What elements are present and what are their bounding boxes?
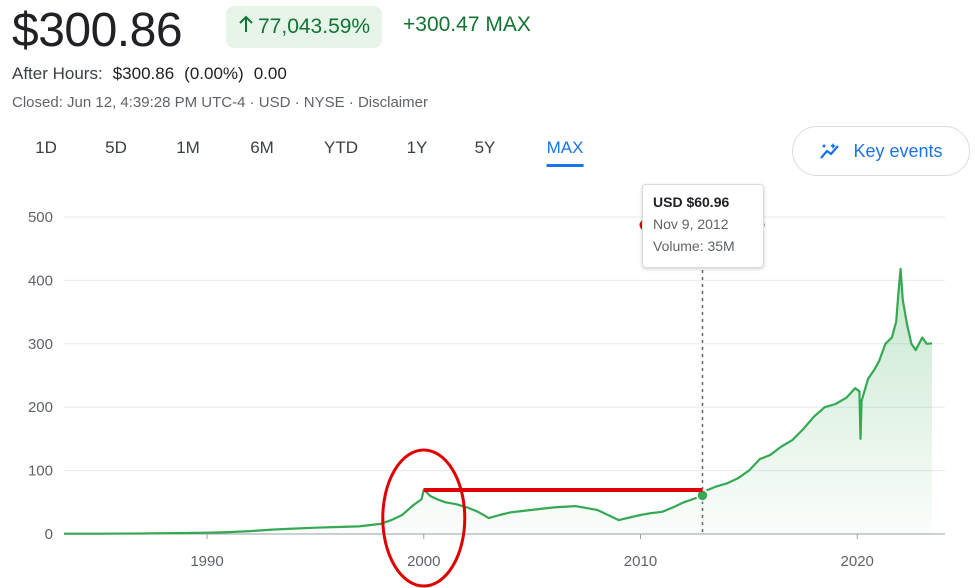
hover-tooltip: USD $60.96 Nov 9, 2012 Volume: 35M xyxy=(642,184,764,268)
x-tick-label: 2010 xyxy=(624,553,657,570)
tab-5d[interactable]: 5D xyxy=(105,138,127,157)
tooltip-price: USD $60.96 xyxy=(653,194,730,210)
tooltip-volume: 35M xyxy=(707,238,735,254)
tab-1y[interactable]: 1Y xyxy=(406,138,428,157)
key-events-label: Key events xyxy=(853,140,943,161)
tab-1m[interactable]: 1M xyxy=(176,138,200,157)
change-absolute: +300.47 MAX xyxy=(403,13,531,36)
x-tick-label: 1990 xyxy=(190,553,223,570)
y-tick-label: 500 xyxy=(28,209,53,226)
arrow-up-icon xyxy=(238,15,254,39)
after-hours-row: After Hours: $300.86 (0.00%) 0.00 xyxy=(12,64,287,84)
after-hours-percent: (0.00%) xyxy=(184,64,244,83)
price-line xyxy=(64,267,933,535)
tab-5y[interactable]: 5Y xyxy=(474,138,496,157)
after-hours-change: 0.00 xyxy=(253,64,287,83)
after-hours-price: $300.86 xyxy=(112,64,175,83)
tooltip-volume-label: Volume: xyxy=(653,238,704,254)
annotation-circle-2000-peak xyxy=(381,448,467,588)
market-closed-info: Closed: Jun 12, 4:39:28 PM UTC-4 · USD ·… xyxy=(12,94,428,111)
x-tick-label: 2000 xyxy=(407,553,440,570)
tab-1d[interactable]: 1D xyxy=(35,138,57,157)
y-tick-label: 300 xyxy=(28,336,53,353)
sparkle-trend-icon xyxy=(819,141,843,161)
price-chart[interactable]: 0 100 200 300 400 500 1990 2000 2010 2020 xyxy=(0,180,975,588)
tooltip-date: Nov 9, 2012 xyxy=(653,216,729,232)
x-tick-label: 2020 xyxy=(841,553,874,570)
key-events-button[interactable]: Key events xyxy=(792,126,970,176)
price-area-fill xyxy=(64,269,932,534)
y-tick-label: 100 xyxy=(28,463,53,480)
y-tick-label: 0 xyxy=(45,526,53,543)
current-price: $300.86 xyxy=(12,4,183,57)
tab-ytd[interactable]: YTD xyxy=(324,138,358,157)
y-tick-label: 400 xyxy=(28,272,53,289)
after-hours-label: After Hours: xyxy=(12,64,103,83)
y-tick-label: 200 xyxy=(28,399,53,416)
change-percent: 77,043.59% xyxy=(258,15,371,38)
tab-max[interactable]: MAX xyxy=(546,138,584,167)
tab-6m[interactable]: 6M xyxy=(250,138,274,157)
change-percent-badge: 77,043.59% xyxy=(226,6,383,48)
